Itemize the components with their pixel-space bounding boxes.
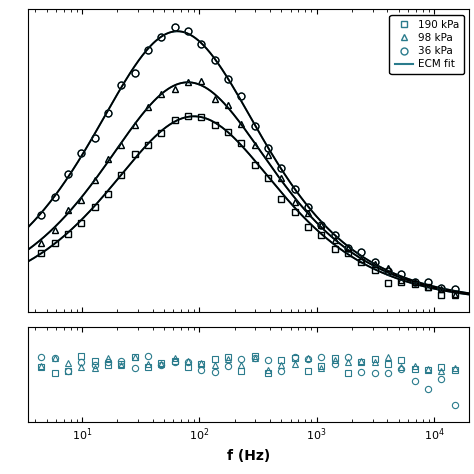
- Legend: 190 kPa, 98 kPa, 36 kPa, ECM fit: 190 kPa, 98 kPa, 36 kPa, ECM fit: [390, 15, 464, 74]
- X-axis label: f (Hz): f (Hz): [227, 449, 271, 463]
